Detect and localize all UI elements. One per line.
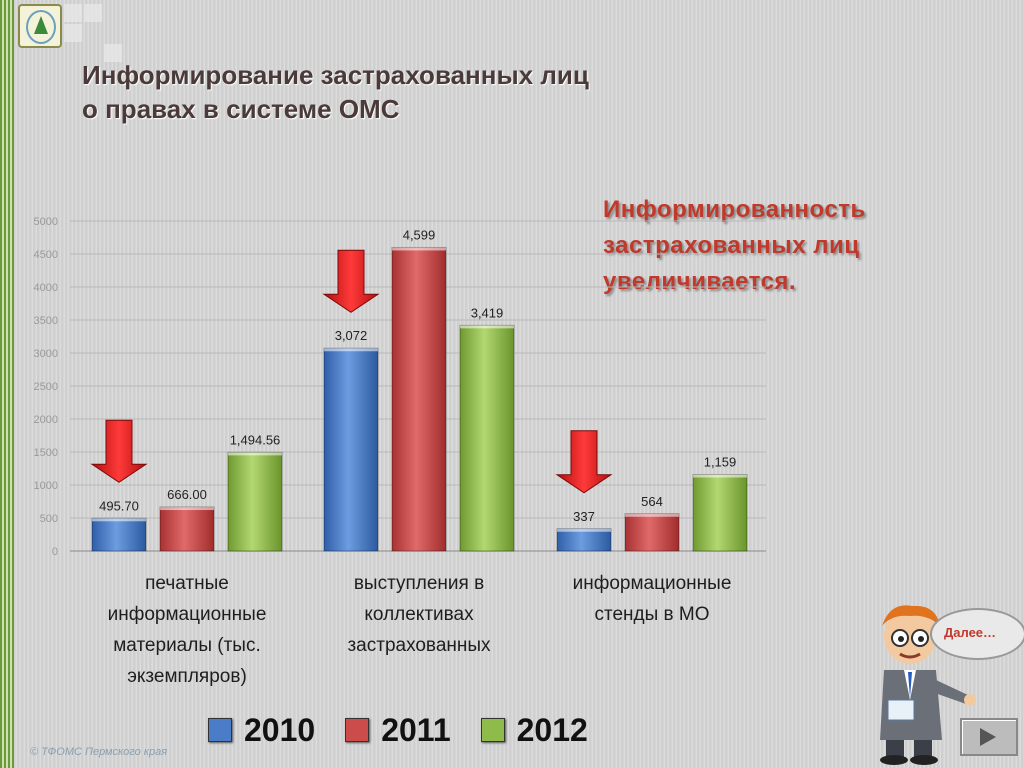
- mascot-pointing-icon: [880, 605, 976, 765]
- decor-square: [84, 4, 102, 22]
- legend-item-2010: 2010: [208, 712, 315, 749]
- bar-highlight: [693, 474, 747, 478]
- category-label-line: выступления в: [353, 573, 485, 594]
- decor-square: [64, 24, 82, 42]
- data-label: 3,072: [335, 328, 368, 343]
- category-label-line: информационные: [107, 604, 267, 625]
- chart-legend: 2010 2011 2012: [208, 708, 618, 752]
- play-triangle-icon: [980, 728, 996, 746]
- logo-ring-icon: [26, 10, 56, 44]
- legend-label-2012: 2012: [516, 711, 588, 748]
- down-arrow-icon: [322, 249, 380, 313]
- data-label: 564: [641, 494, 663, 509]
- bubble-text: Далее…: [944, 625, 997, 640]
- data-label: 4,599: [403, 227, 436, 242]
- y-tick-label: 2000: [34, 414, 58, 426]
- title-line-1: Информирование застрахованных лиц: [82, 60, 589, 90]
- y-tick-label: 4500: [34, 249, 58, 261]
- organization-logo: [18, 4, 62, 48]
- bar-highlight: [228, 452, 282, 456]
- bar-highlight: [557, 528, 611, 532]
- legend-swatch-2010: [208, 718, 232, 742]
- bar-2010: [323, 347, 379, 552]
- legend-item-2012: 2012: [480, 711, 588, 749]
- data-label: 666.00: [167, 487, 207, 502]
- bar-highlight: [160, 507, 214, 511]
- slide-title: Информирование застрахованных лиц о прав…: [82, 58, 702, 126]
- y-tick-label: 5000: [34, 216, 58, 228]
- bar-2012: [692, 474, 748, 552]
- data-label: 495.70: [99, 498, 139, 513]
- copyright-footer: © ТФОМС Пермского края: [30, 746, 168, 758]
- bar-2012: [459, 324, 515, 552]
- category-label: информационные стенды в МО: [537, 568, 767, 630]
- note-line-1: Информированность: [603, 196, 866, 223]
- bar-highlight: [392, 247, 446, 251]
- category-label-line: коллективах: [364, 604, 474, 625]
- bar-highlight: [460, 325, 514, 329]
- bar-2011: [624, 513, 680, 552]
- title-line-2: о правах в системе ОМС: [82, 94, 400, 124]
- decor-square: [64, 4, 82, 22]
- legend-swatch-2011: [345, 718, 370, 742]
- category-label-line: материалы (тыс.: [113, 635, 261, 656]
- category-label-line: стенды в МО: [594, 604, 710, 625]
- data-label: 3,419: [471, 305, 504, 320]
- next-slide-button[interactable]: [960, 718, 1018, 756]
- y-tick-label: 4000: [34, 282, 58, 294]
- legend-label-2010: 2010: [244, 711, 316, 748]
- speech-bubble[interactable]: Далее…: [930, 608, 1024, 660]
- y-tick-label: 3500: [34, 315, 58, 327]
- bar-highlight: [92, 518, 146, 522]
- category-label: выступления в коллективах застрахованных: [304, 568, 534, 661]
- decor-square: [104, 44, 122, 62]
- bar-highlight: [324, 348, 378, 352]
- y-tick-label: 0: [52, 546, 58, 558]
- y-tick-label: 500: [40, 513, 58, 525]
- bar-2011: [159, 506, 215, 552]
- category-label-line: информационные: [572, 573, 732, 594]
- category-label: печатные информационные материалы (тыс. экз…: [72, 568, 302, 692]
- legend-label-2011: 2011: [381, 711, 451, 748]
- down-arrow-icon: [90, 419, 148, 483]
- bar-2011: [391, 246, 447, 552]
- category-label-line: экземпляров): [127, 666, 247, 687]
- y-tick-label: 1500: [34, 447, 58, 459]
- y-tick-label: 1000: [34, 480, 58, 492]
- bar-2010: [556, 528, 612, 552]
- legend-item-2011: 2011: [345, 711, 451, 749]
- data-label: 1,494.56: [230, 432, 281, 447]
- y-tick-label: 3000: [34, 348, 58, 360]
- y-tick-label: 2500: [34, 381, 58, 393]
- data-label: 1,159: [704, 455, 737, 470]
- bar-highlight: [625, 513, 679, 517]
- legend-swatch-2012: [480, 718, 505, 742]
- logo-tree-icon: [34, 16, 48, 34]
- category-label-line: застрахованных: [347, 635, 491, 656]
- data-label: 337: [573, 509, 595, 524]
- note-line-3: увеличивается.: [603, 268, 797, 295]
- left-decorative-stripe: [0, 0, 14, 768]
- down-arrow-icon: [555, 430, 613, 494]
- category-label-line: печатные: [145, 573, 229, 594]
- bar-2012: [227, 451, 283, 552]
- bar-2010: [91, 517, 147, 552]
